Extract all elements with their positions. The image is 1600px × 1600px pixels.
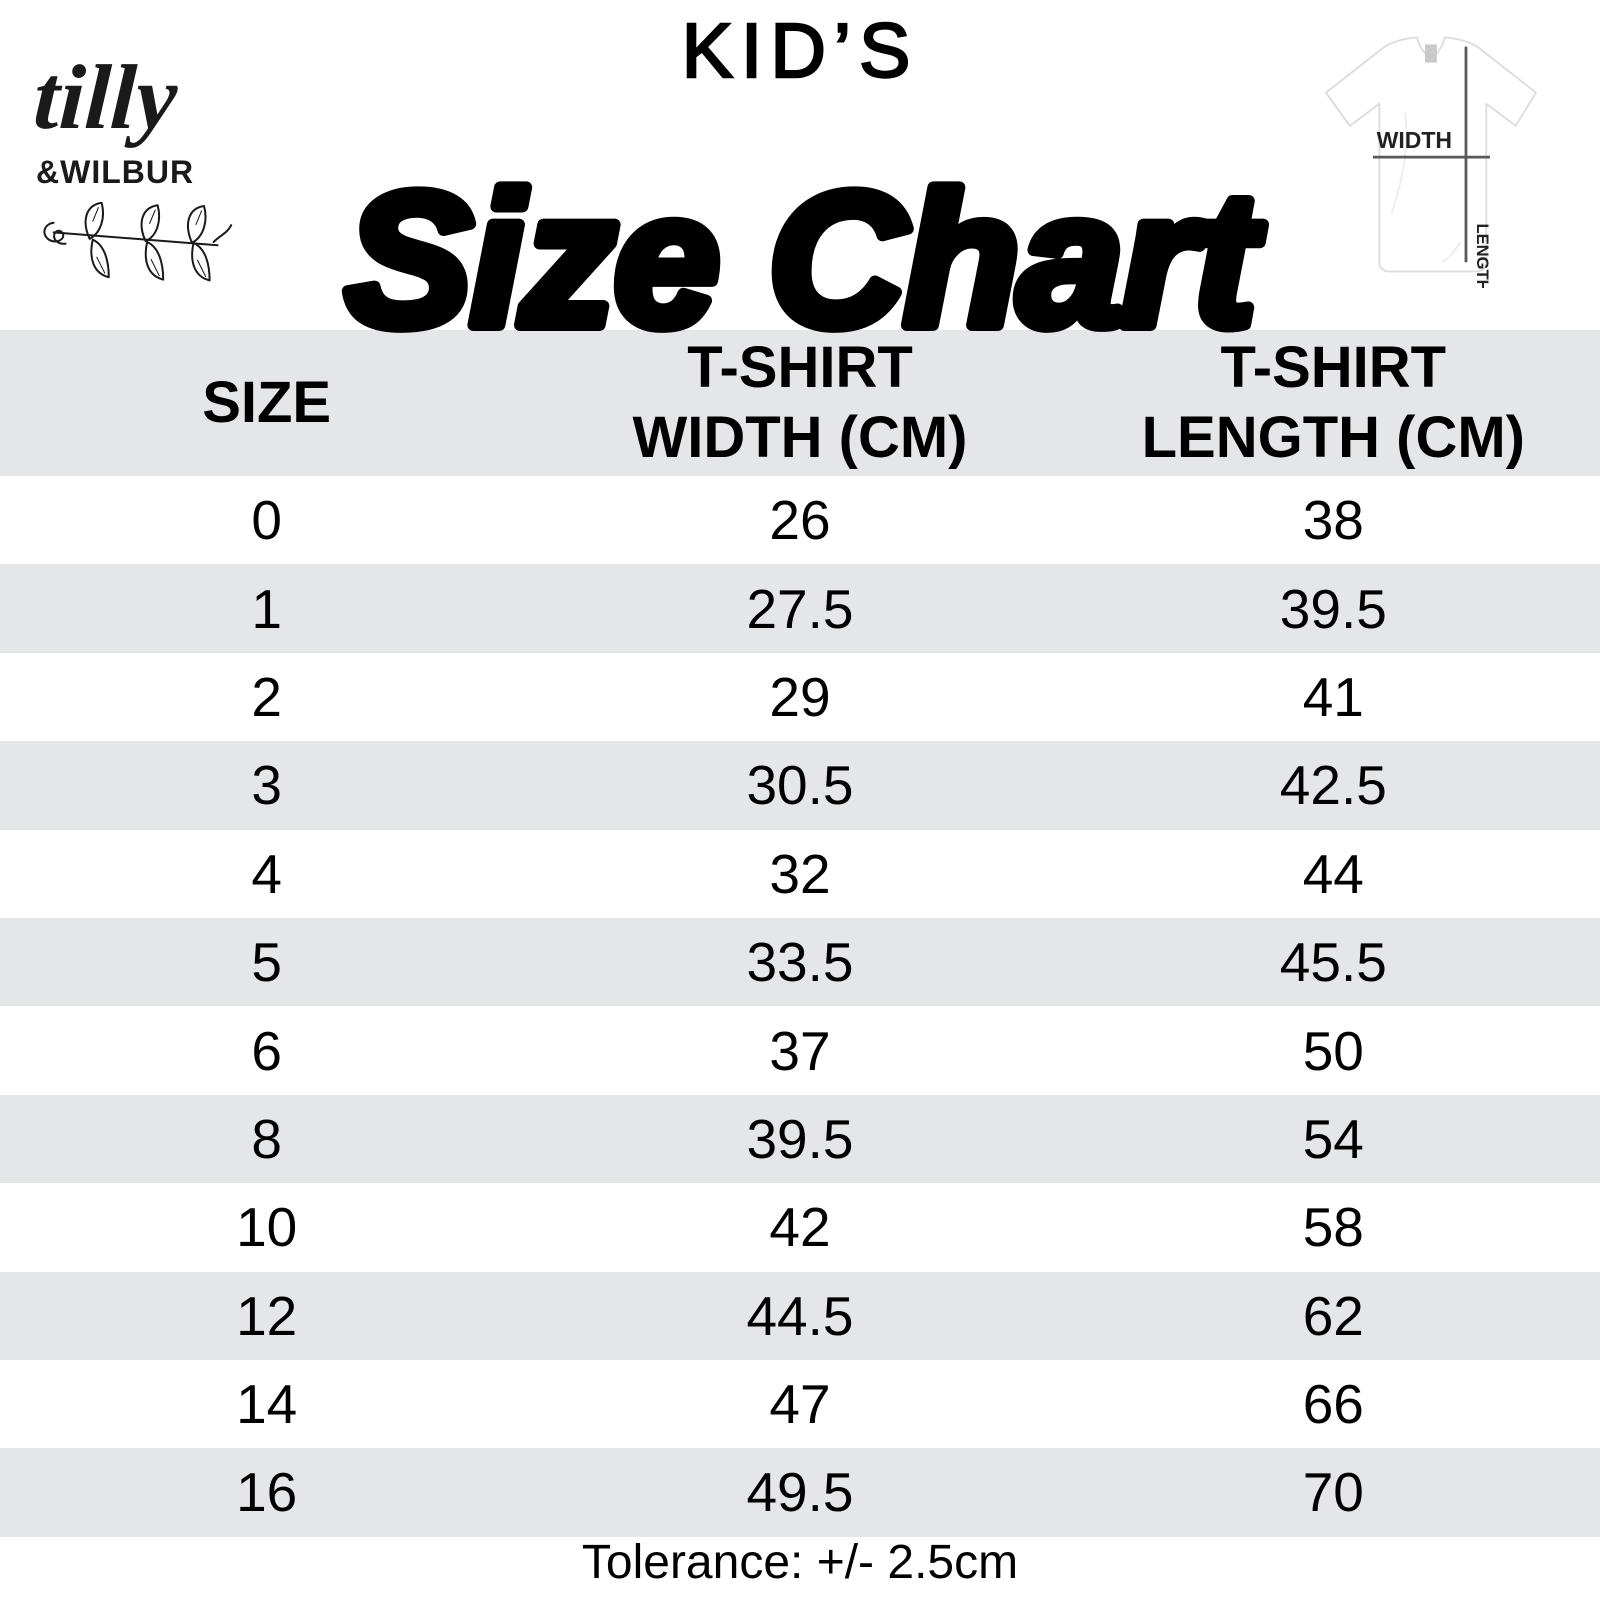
svg-text:Size Chart: Size Chart xyxy=(345,154,1263,366)
svg-text:KID’S: KID’S xyxy=(682,8,919,94)
svg-text:LENGTH: LENGTH xyxy=(1473,224,1492,288)
svg-text:WIDTH: WIDTH xyxy=(1377,127,1452,153)
